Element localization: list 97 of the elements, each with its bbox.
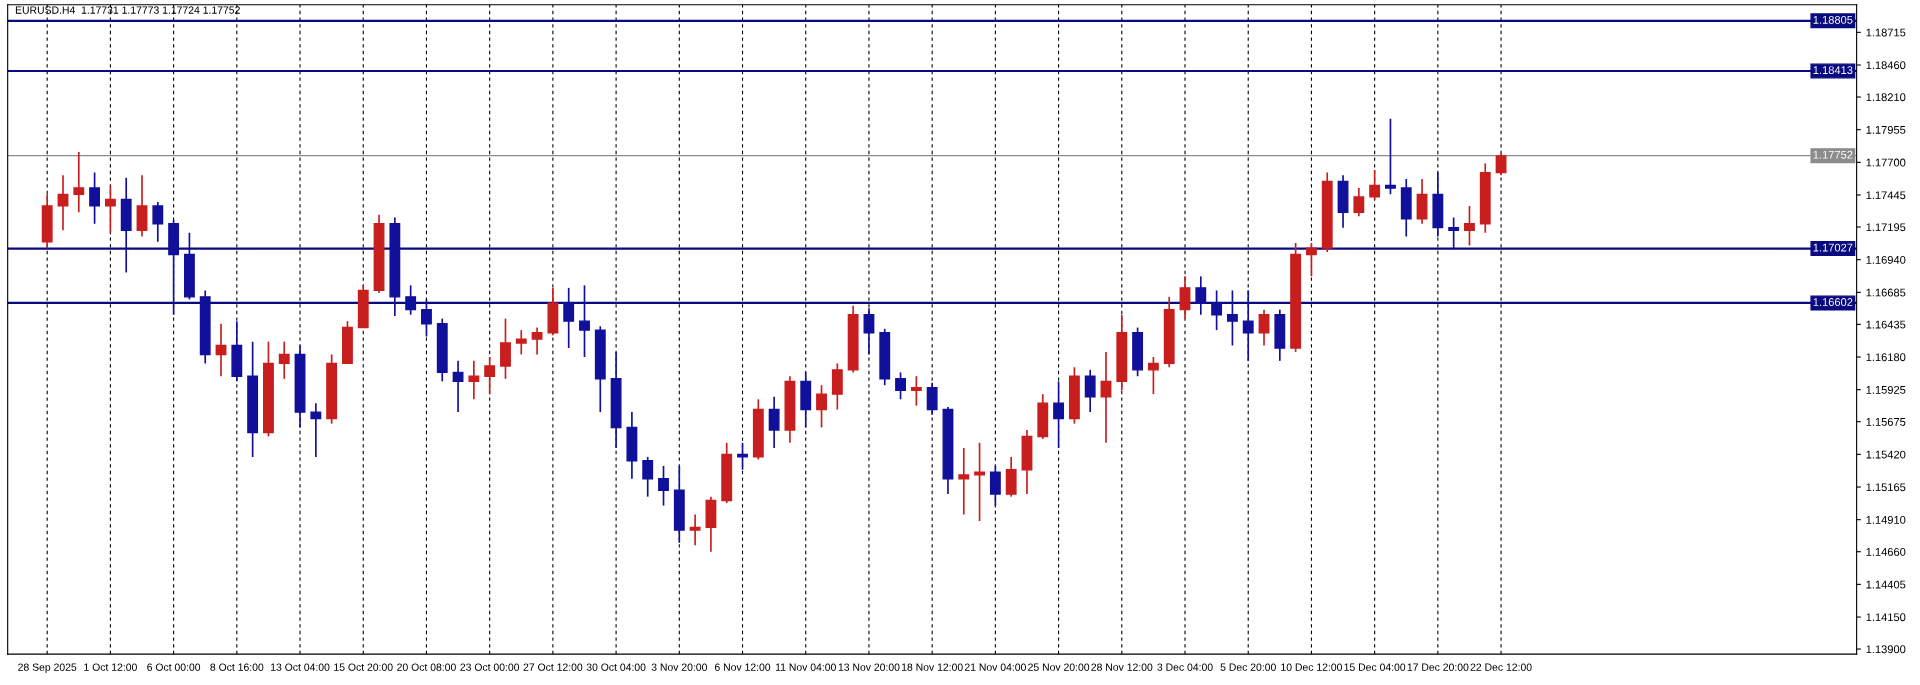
candlestick — [768, 395, 780, 449]
x-tick-label: 27 Oct 12:00 — [523, 663, 583, 671]
candlestick — [579, 284, 590, 358]
candlestick — [658, 465, 669, 507]
candlestick — [278, 340, 290, 380]
x-tick-label: 3 Dec 04:00 — [1157, 663, 1213, 671]
y-tick-label: 1.16685 — [1866, 288, 1906, 297]
candlestick — [642, 456, 654, 498]
candlestick — [104, 184, 116, 234]
y-tick-label: 1.17700 — [1866, 158, 1906, 167]
x-tick-label: 28 Sep 2025 — [18, 663, 77, 673]
x-tick-label: 15 Oct 20:00 — [334, 663, 393, 671]
candlestick — [1195, 275, 1207, 316]
candlestick — [816, 384, 827, 429]
chart-title: EURUSD.H4 1.17731 1.17773 1.17724 1.17752 — [15, 6, 240, 14]
candlestick — [863, 307, 875, 356]
y-tick-label: 1.14405 — [1866, 580, 1906, 589]
candlestick — [452, 360, 464, 413]
y-tick-label: 1.16180 — [1866, 353, 1906, 362]
y-tick-label: 1.13900 — [1866, 645, 1906, 654]
candlestick — [310, 402, 322, 458]
x-tick-label: 5 Dec 20:00 — [1220, 663, 1276, 671]
candlestick — [1369, 169, 1381, 201]
candlestick — [1385, 117, 1396, 196]
x-tick-label: 11 Nov 04:00 — [775, 663, 836, 671]
ref-line-label: 1.18805 — [1813, 15, 1853, 24]
x-tick-label: 15 Dec 04:00 — [1344, 663, 1406, 671]
x-tick-label: 8 Oct 16:00 — [210, 663, 264, 671]
candlestick — [421, 298, 432, 338]
candlestick — [215, 322, 227, 378]
y-tick-label: 1.17955 — [1866, 125, 1906, 134]
candlestick — [1211, 289, 1223, 331]
candlestick — [152, 201, 164, 243]
x-tick-label: 13 Nov 20:00 — [838, 663, 900, 671]
candlestick — [974, 442, 986, 522]
candlestick — [484, 356, 496, 396]
candlestick — [500, 317, 511, 380]
candlestick — [405, 284, 417, 316]
candlestick — [1179, 275, 1191, 320]
x-tick-label: 20 Oct 08:00 — [397, 663, 456, 671]
candlestick — [468, 360, 480, 401]
candlestick — [737, 442, 748, 471]
candlestick — [89, 171, 101, 225]
x-tick-label: 22 Dec 12:00 — [1470, 663, 1532, 671]
candlestick — [1053, 380, 1065, 449]
candlestick — [1242, 289, 1254, 362]
candlestick — [958, 447, 970, 516]
candlestick — [1147, 356, 1159, 396]
y-tick-label: 1.16940 — [1866, 255, 1906, 264]
candlestick — [1305, 242, 1317, 278]
candlestick — [1464, 205, 1475, 247]
candlestick — [689, 513, 701, 547]
x-tick-label: 17 Dec 20:00 — [1407, 663, 1469, 671]
y-tick-label: 1.18210 — [1866, 93, 1906, 102]
ref-line-label: 1.16602 — [1813, 298, 1853, 306]
candlestick — [515, 329, 527, 356]
candlestick — [1084, 368, 1096, 413]
y-tick-label: 1.17445 — [1866, 191, 1906, 200]
candlestick — [895, 371, 906, 401]
candlestick — [910, 375, 922, 407]
x-tick-label: 28 Nov 12:00 — [1091, 663, 1153, 671]
x-tick-label: 13 Oct 04:00 — [271, 663, 330, 671]
x-tick-label: 18 Nov 12:00 — [901, 663, 963, 671]
x-tick-label: 6 Oct 00:00 — [147, 663, 201, 671]
y-tick-label: 1.15925 — [1866, 385, 1906, 394]
y-tick-label: 1.15420 — [1866, 450, 1906, 459]
candlestick — [1258, 308, 1270, 347]
x-tick-label: 6 Nov 12:00 — [714, 663, 771, 671]
x-tick-label: 10 Dec 12:00 — [1281, 663, 1343, 671]
candlestick — [1353, 187, 1365, 217]
candlestick — [563, 287, 575, 349]
candlestick — [531, 326, 543, 356]
candlestick — [1226, 289, 1238, 347]
y-tick-label: 1.14910 — [1866, 515, 1906, 524]
candlestick — [1495, 152, 1507, 176]
x-tick-label: 25 Nov 20:00 — [1028, 663, 1090, 671]
x-tick-label: 21 Nov 04:00 — [964, 663, 1026, 671]
y-tick-label: 1.18715 — [1866, 28, 1906, 37]
y-tick-label: 1.17195 — [1866, 223, 1906, 232]
y-tick-label: 1.16435 — [1866, 320, 1906, 329]
ref-line-label: 1.18413 — [1813, 66, 1853, 74]
y-tick-label: 1.14150 — [1866, 613, 1906, 622]
x-tick-label: 23 Oct 00:00 — [460, 663, 520, 671]
candlestick — [989, 465, 1001, 507]
x-tick-label: 1 Oct 12:00 — [84, 663, 137, 671]
candlestick — [926, 381, 938, 416]
candlestick — [57, 174, 69, 232]
candlestick — [73, 151, 85, 214]
ref-line-label: 1.17752 — [1813, 150, 1853, 159]
candlestick — [1448, 216, 1460, 249]
x-tick-label: 3 Nov 20:00 — [651, 663, 707, 671]
ref-line-label: 1.17027 — [1813, 243, 1853, 252]
y-tick-label: 1.18460 — [1866, 61, 1906, 70]
y-tick-label: 1.15165 — [1866, 483, 1906, 492]
x-tick-label: 30 Oct 04:00 — [586, 663, 646, 671]
y-tick-label: 1.15675 — [1866, 417, 1906, 426]
y-tick-label: 1.14660 — [1866, 547, 1906, 556]
